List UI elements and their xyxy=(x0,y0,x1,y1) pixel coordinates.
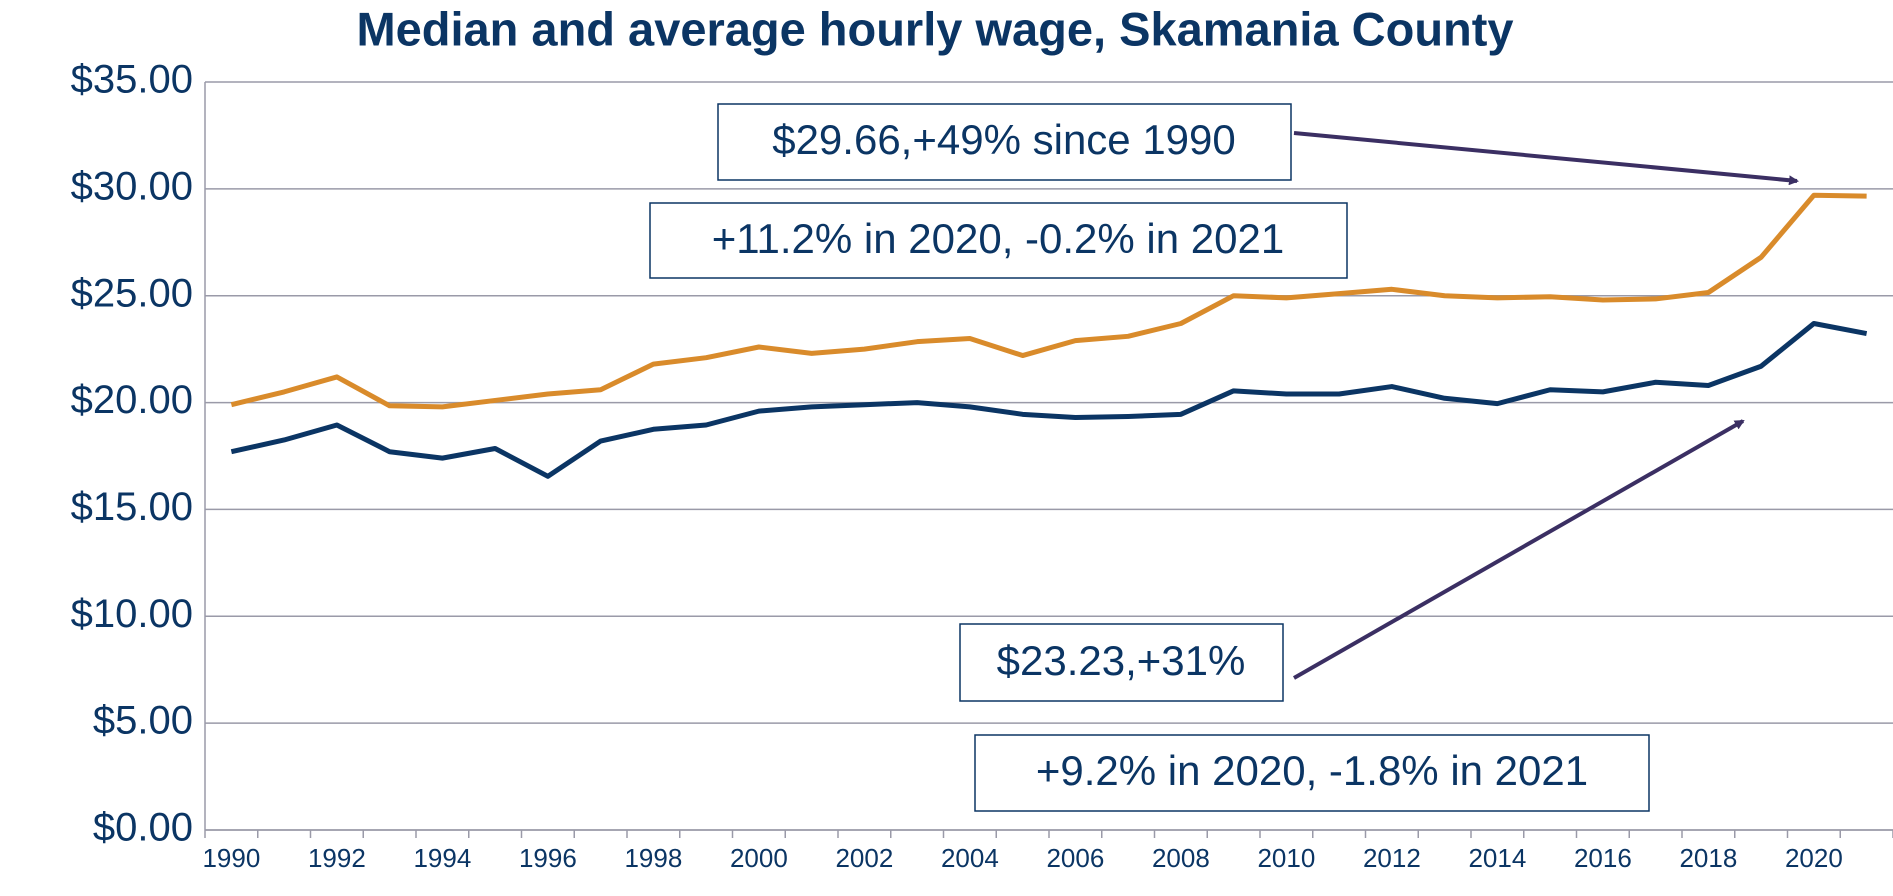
data-line xyxy=(230,320,1868,479)
x-tick-label: 2002 xyxy=(835,843,893,873)
x-tick-label: 1998 xyxy=(624,843,682,873)
x-tick-label: 2006 xyxy=(1046,843,1104,873)
annotation-arrow xyxy=(1293,419,1745,680)
annotation-box xyxy=(649,202,1348,279)
chart-title: Median and average hourly wage, Skamania… xyxy=(356,2,1513,55)
data-line xyxy=(230,192,1867,410)
x-tick-label: 2008 xyxy=(1152,843,1210,873)
annotation-arrow xyxy=(1293,131,1799,186)
y-tick-label: $30.00 xyxy=(71,164,193,208)
annotation: +11.2% in 2020, -0.2% in 2021 xyxy=(712,215,1284,262)
x-tick-label: 2004 xyxy=(941,843,999,873)
x-tick-label: 1990 xyxy=(202,843,260,873)
y-tick-label: $35.00 xyxy=(71,58,193,102)
x-tick-label: 2000 xyxy=(730,843,788,873)
x-tick-label: 2012 xyxy=(1363,843,1421,873)
x-tick-label: 1996 xyxy=(519,843,577,873)
x-tick-label: 1992 xyxy=(308,843,366,873)
annotation: $23.23,+31% xyxy=(997,637,1246,684)
x-tick-label: 2010 xyxy=(1257,843,1315,873)
annotation-box xyxy=(717,103,1292,181)
y-tick-label: $5.00 xyxy=(93,699,193,743)
annotation: $29.66,+49% since 1990 xyxy=(772,116,1236,163)
plot-area: $0.00 $5.00 $10.00 $15.00 $20.00 $25.00 $30.00… xyxy=(71,58,1893,873)
x-tick-label: 2014 xyxy=(1468,843,1526,873)
y-tick-label: $0.00 xyxy=(93,806,193,850)
y-tick-label: $20.00 xyxy=(71,378,193,422)
y-tick-label: $10.00 xyxy=(71,592,193,636)
x-tick-label: 2020 xyxy=(1785,843,1843,873)
x-tick-label: 2016 xyxy=(1574,843,1632,873)
y-tick-label: $25.00 xyxy=(71,271,193,315)
annotation-box xyxy=(959,623,1284,702)
y-tick-label: $15.00 xyxy=(71,485,193,529)
x-tick-label: 1994 xyxy=(413,843,471,873)
annotation-box xyxy=(974,734,1650,812)
annotation: +9.2% in 2020, -1.8% in 2021 xyxy=(1036,747,1588,794)
x-tick-label: 2018 xyxy=(1679,843,1737,873)
